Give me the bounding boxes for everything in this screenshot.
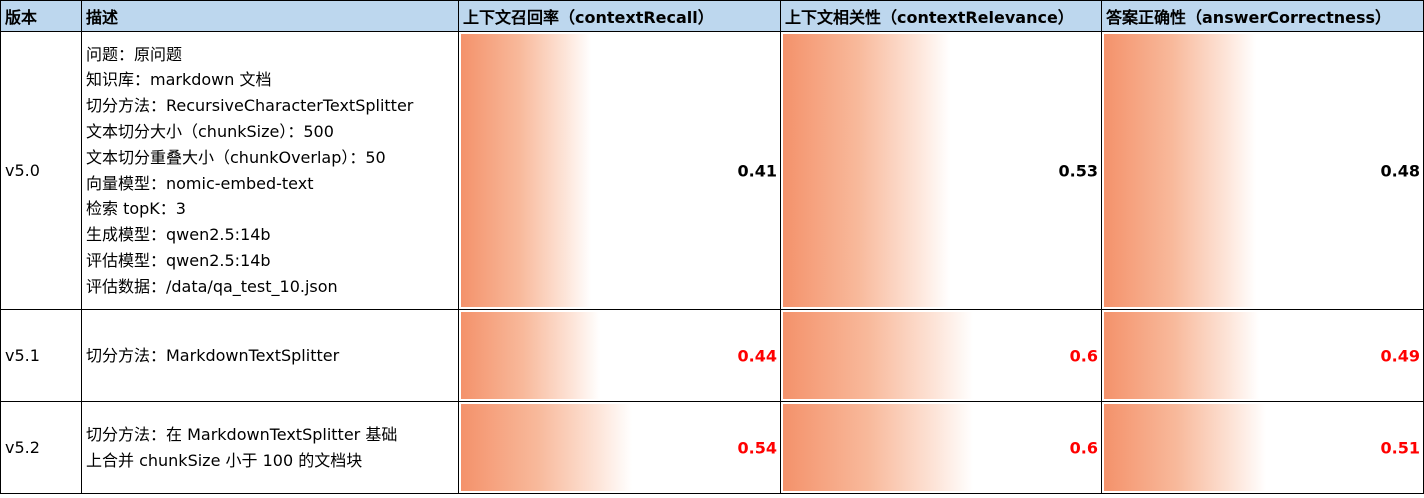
- description-line: 文本切分大小（chunkSize）：500: [86, 121, 334, 141]
- description-line: 文本切分重叠大小（chunkOverlap）：50: [86, 147, 386, 167]
- context-relevance-value: 0.6: [1069, 346, 1098, 365]
- answer-correctness-value: 0.51: [1380, 438, 1420, 457]
- context-relevance-cell: 0.6: [780, 401, 1102, 494]
- context-relevance-value: 0.6: [1069, 438, 1098, 457]
- table-row: v5.1 切分方法：MarkdownTextSplitter 0.44 0.6 0.49: [0, 309, 1424, 402]
- answer-correctness-cell: 0.48: [1101, 31, 1424, 310]
- context-relevance-data-bar: [783, 34, 951, 307]
- description-line: 检索 topK：3: [86, 199, 186, 219]
- table-body: v5.0 问题：原问题知识库：markdown 文档切分方法：RecursiveC…: [0, 31, 1424, 494]
- header-row: 版本 描述 上下文召回率（contextRecall） 上下文相关性（conte…: [0, 0, 1424, 32]
- context-relevance-data-bar: [783, 404, 973, 491]
- header-version: 版本: [0, 0, 82, 32]
- context-relevance-cell: 0.53: [780, 31, 1102, 310]
- description-line: 向量模型：nomic-embed-text: [86, 173, 314, 193]
- context-recall-data-bar: [461, 404, 633, 491]
- version-cell: v5.2: [0, 401, 82, 494]
- description-line: 切分方法：RecursiveCharacterTextSplitter: [86, 96, 414, 116]
- header-answer-correctness: 答案正确性（answerCorrectness）: [1101, 0, 1424, 32]
- answer-correctness-data-bar: [1104, 312, 1260, 399]
- context-relevance-cell: 0.6: [780, 309, 1102, 402]
- context-recall-cell: 0.54: [458, 401, 781, 494]
- answer-correctness-cell: 0.51: [1101, 401, 1424, 494]
- answer-correctness-data-bar: [1104, 404, 1266, 491]
- context-recall-value: 0.54: [737, 438, 777, 457]
- context-recall-value: 0.44: [737, 346, 777, 365]
- header-description: 描述: [81, 0, 459, 32]
- table-row: v5.0 问题：原问题知识库：markdown 文档切分方法：RecursiveC…: [0, 31, 1424, 310]
- header-context-relevance: 上下文相关性（contextRelevance）: [780, 0, 1102, 32]
- answer-correctness-value: 0.49: [1380, 346, 1420, 365]
- context-recall-cell: 0.44: [458, 309, 781, 402]
- context-recall-data-bar: [461, 312, 601, 399]
- answer-correctness-cell: 0.49: [1101, 309, 1424, 402]
- description-line: 评估数据：/data/qa_test_10.json: [86, 276, 338, 296]
- version-cell: v5.1: [0, 309, 82, 402]
- table-row: v5.2 切分方法：在 MarkdownTextSplitter 基础 上合并 ch…: [0, 401, 1424, 494]
- version-cell: v5.0: [0, 31, 82, 310]
- description-line: 知识库：markdown 文档: [86, 70, 272, 90]
- description-line: 评估模型：qwen2.5:14b: [86, 250, 271, 270]
- context-recall-data-bar: [461, 34, 591, 307]
- header-context-recall: 上下文召回率（contextRecall）: [458, 0, 781, 32]
- answer-correctness-data-bar: [1104, 34, 1257, 307]
- description-cell: 切分方法：MarkdownTextSplitter: [81, 309, 459, 402]
- description-line: 切分方法：在 MarkdownTextSplitter 基础: [86, 424, 398, 444]
- context-relevance-value: 0.53: [1058, 161, 1098, 180]
- description-line: 生成模型：qwen2.5:14b: [86, 225, 271, 245]
- answer-correctness-value: 0.48: [1380, 161, 1420, 180]
- context-recall-value: 0.41: [737, 161, 777, 180]
- context-relevance-data-bar: [783, 312, 973, 399]
- description-line: 切分方法：MarkdownTextSplitter: [86, 345, 340, 365]
- description-line: 上合并 chunkSize 小于 100 的文档块: [86, 450, 363, 470]
- description-cell: 切分方法：在 MarkdownTextSplitter 基础 上合并 chunkS…: [81, 401, 459, 494]
- context-recall-cell: 0.41: [458, 31, 781, 310]
- description-line: 问题：原问题: [86, 44, 183, 64]
- description-cell: 问题：原问题知识库：markdown 文档切分方法：RecursiveChara…: [81, 31, 459, 310]
